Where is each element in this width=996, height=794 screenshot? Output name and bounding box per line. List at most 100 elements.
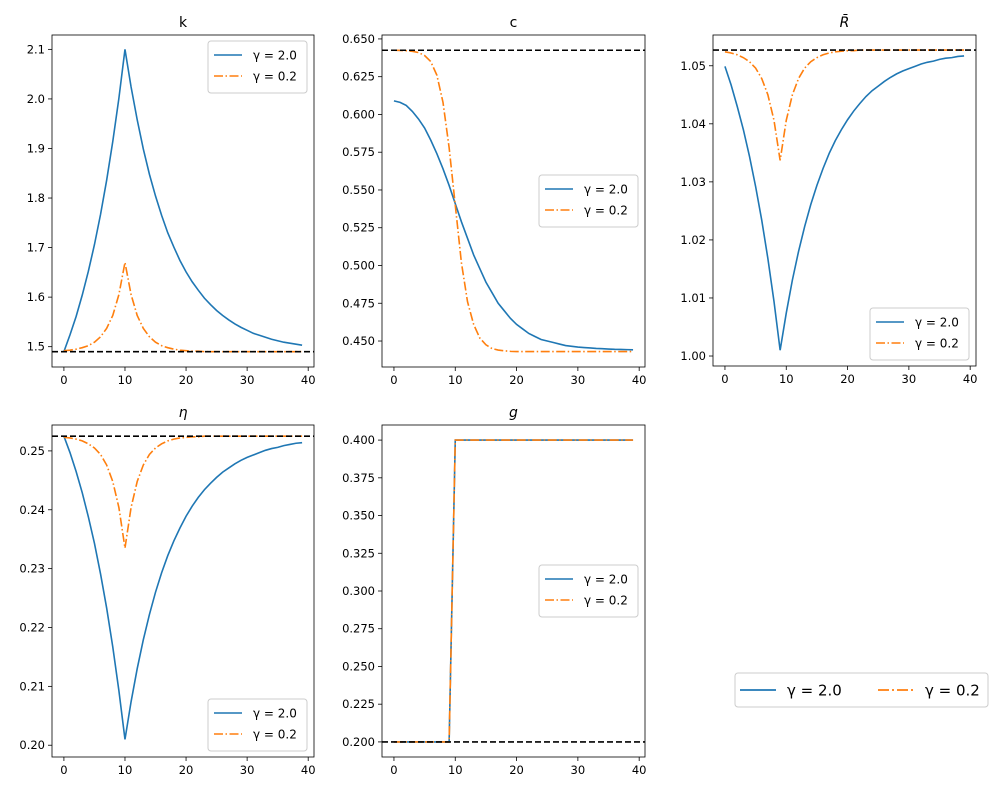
x-tick-label: 20 <box>509 763 524 777</box>
x-tick-label: 20 <box>840 372 855 386</box>
y-tick-label: 0.550 <box>342 183 375 197</box>
chart-title: R̄ <box>840 13 850 31</box>
legend-label: γ = 2.0 <box>915 316 959 330</box>
legend-label: γ = 0.2 <box>584 204 628 218</box>
x-tick-label: 40 <box>632 763 647 777</box>
legend-label: γ = 0.2 <box>253 70 297 84</box>
x-tick-label: 30 <box>240 373 255 387</box>
axes-frame <box>381 424 646 758</box>
legend-label: γ = 2.0 <box>253 49 297 63</box>
legend-label: γ = 2.0 <box>584 573 628 587</box>
series-line-2 <box>63 435 303 549</box>
x-tick-label: 20 <box>179 763 194 777</box>
subplot-1: k0 10 20 30 401.51.61.71.81.92.02.1 γ = 2.0γ … <box>27 15 316 387</box>
y-tick-label: 0.300 <box>342 584 375 598</box>
legend-label: γ = 0.2 <box>584 594 628 608</box>
x-tick-label: 20 <box>509 373 524 387</box>
figure-legend-label: γ = 2.0 <box>787 682 842 700</box>
y-tick-label: 0.625 <box>342 70 375 84</box>
legend-label: γ = 0.2 <box>915 337 959 351</box>
y-tick-label: 2.1 <box>27 42 45 56</box>
legend-label: γ = 2.0 <box>253 707 297 721</box>
plot-area <box>52 49 314 353</box>
x-tick-label: 10 <box>448 763 463 777</box>
y-tick-label: 0.21 <box>19 679 45 693</box>
y-tick-label: 1.00 <box>680 349 706 363</box>
x-tick-label: 30 <box>902 372 917 386</box>
axes-frame <box>381 34 646 368</box>
legend-box <box>538 564 639 618</box>
plot-area <box>713 49 976 351</box>
legend-box <box>207 40 308 94</box>
chart-title: k <box>179 15 188 31</box>
x-tick-label: 20 <box>179 373 194 387</box>
series-line-2 <box>724 49 965 161</box>
y-tick-label: 0.23 <box>19 562 45 576</box>
y-tick-label: 1.6 <box>27 290 45 304</box>
x-tick-label: 40 <box>963 372 978 386</box>
y-tick-label: 1.03 <box>680 175 706 189</box>
series-line-2 <box>393 49 634 353</box>
series-line-1 <box>63 435 303 740</box>
x-tick-label: 30 <box>240 763 255 777</box>
y-tick-label: 0.200 <box>342 735 375 749</box>
x-tick-label: 0 <box>390 373 397 387</box>
chart-title: η <box>179 405 188 421</box>
x-tick-label: 10 <box>118 763 133 777</box>
x-tick-label: 10 <box>779 372 794 386</box>
axes-frame <box>51 424 315 758</box>
y-tick-label: 0.25 <box>19 444 45 458</box>
series-line-2 <box>393 439 634 743</box>
y-tick-label: 0.575 <box>342 145 375 159</box>
y-tick-label: 0.325 <box>342 546 375 560</box>
y-tick-label: 0.350 <box>342 509 375 523</box>
y-tick-label: 1.8 <box>27 191 45 205</box>
legend-box <box>538 174 639 228</box>
x-tick-label: 40 <box>632 373 647 387</box>
legend: γ = 2.0 γ = 0.2 <box>538 564 639 618</box>
legend-label: γ = 2.0 <box>584 183 628 197</box>
plot-area <box>382 49 645 353</box>
y-tick-label: 0.225 <box>342 697 375 711</box>
x-tick-label: 0 <box>390 763 397 777</box>
plot-area <box>382 439 645 743</box>
x-tick-label: 30 <box>571 763 586 777</box>
subplot-5: g 0 10 20 30 40 0.200 0.225 0.250 0.275 0.300 0.325… <box>342 405 646 777</box>
axes-frame <box>712 34 977 367</box>
y-tick-label: 1.01 <box>680 291 706 305</box>
legend-box <box>869 307 970 361</box>
y-tick-label: 0.22 <box>19 620 45 634</box>
plot-area <box>52 435 314 740</box>
x-tick-label: 40 <box>301 763 316 777</box>
legend: γ = 2.0 γ = 0.2 <box>207 698 308 752</box>
y-tick-label: 0.500 <box>342 258 375 272</box>
legend: γ = 2.0 γ = 0.2 <box>207 40 308 94</box>
y-tick-label: 0.475 <box>342 296 375 310</box>
chart-title: g <box>509 405 518 421</box>
y-tick-label: 0.20 <box>19 738 45 752</box>
legend: γ = 2.0 γ = 0.2 <box>869 307 970 361</box>
legend-label: γ = 0.2 <box>253 728 297 742</box>
y-tick-label: 1.02 <box>680 233 706 247</box>
figure-legend: γ = 2.0 γ = 0.2 <box>734 672 989 708</box>
y-tick-label: 0.375 <box>342 471 375 485</box>
figure-legend-box <box>734 672 989 708</box>
y-tick-label: 0.525 <box>342 221 375 235</box>
y-tick-label: 1.05 <box>680 59 706 73</box>
y-tick-label: 0.24 <box>19 503 45 517</box>
axes-frame <box>51 34 315 368</box>
y-tick-label: 1.9 <box>27 141 45 155</box>
chart-title: c <box>510 15 518 31</box>
legend: γ = 2.0 γ = 0.2 <box>538 174 639 228</box>
x-tick-label: 10 <box>118 373 133 387</box>
y-tick-label: 0.650 <box>342 32 375 46</box>
x-tick-label: 30 <box>571 373 586 387</box>
y-tick-label: 0.450 <box>342 334 375 348</box>
figure-legend-label: γ = 0.2 <box>925 682 980 700</box>
x-tick-label: 0 <box>60 763 67 777</box>
subplot-3: R̄ 0 10 20 30 40 1.00 1.01 1.02 1.03 1.04 1.05 γ = 2… <box>680 13 977 386</box>
y-tick-label: 1.7 <box>27 241 45 255</box>
y-tick-label: 0.400 <box>342 433 375 447</box>
x-tick-label: 0 <box>60 373 67 387</box>
